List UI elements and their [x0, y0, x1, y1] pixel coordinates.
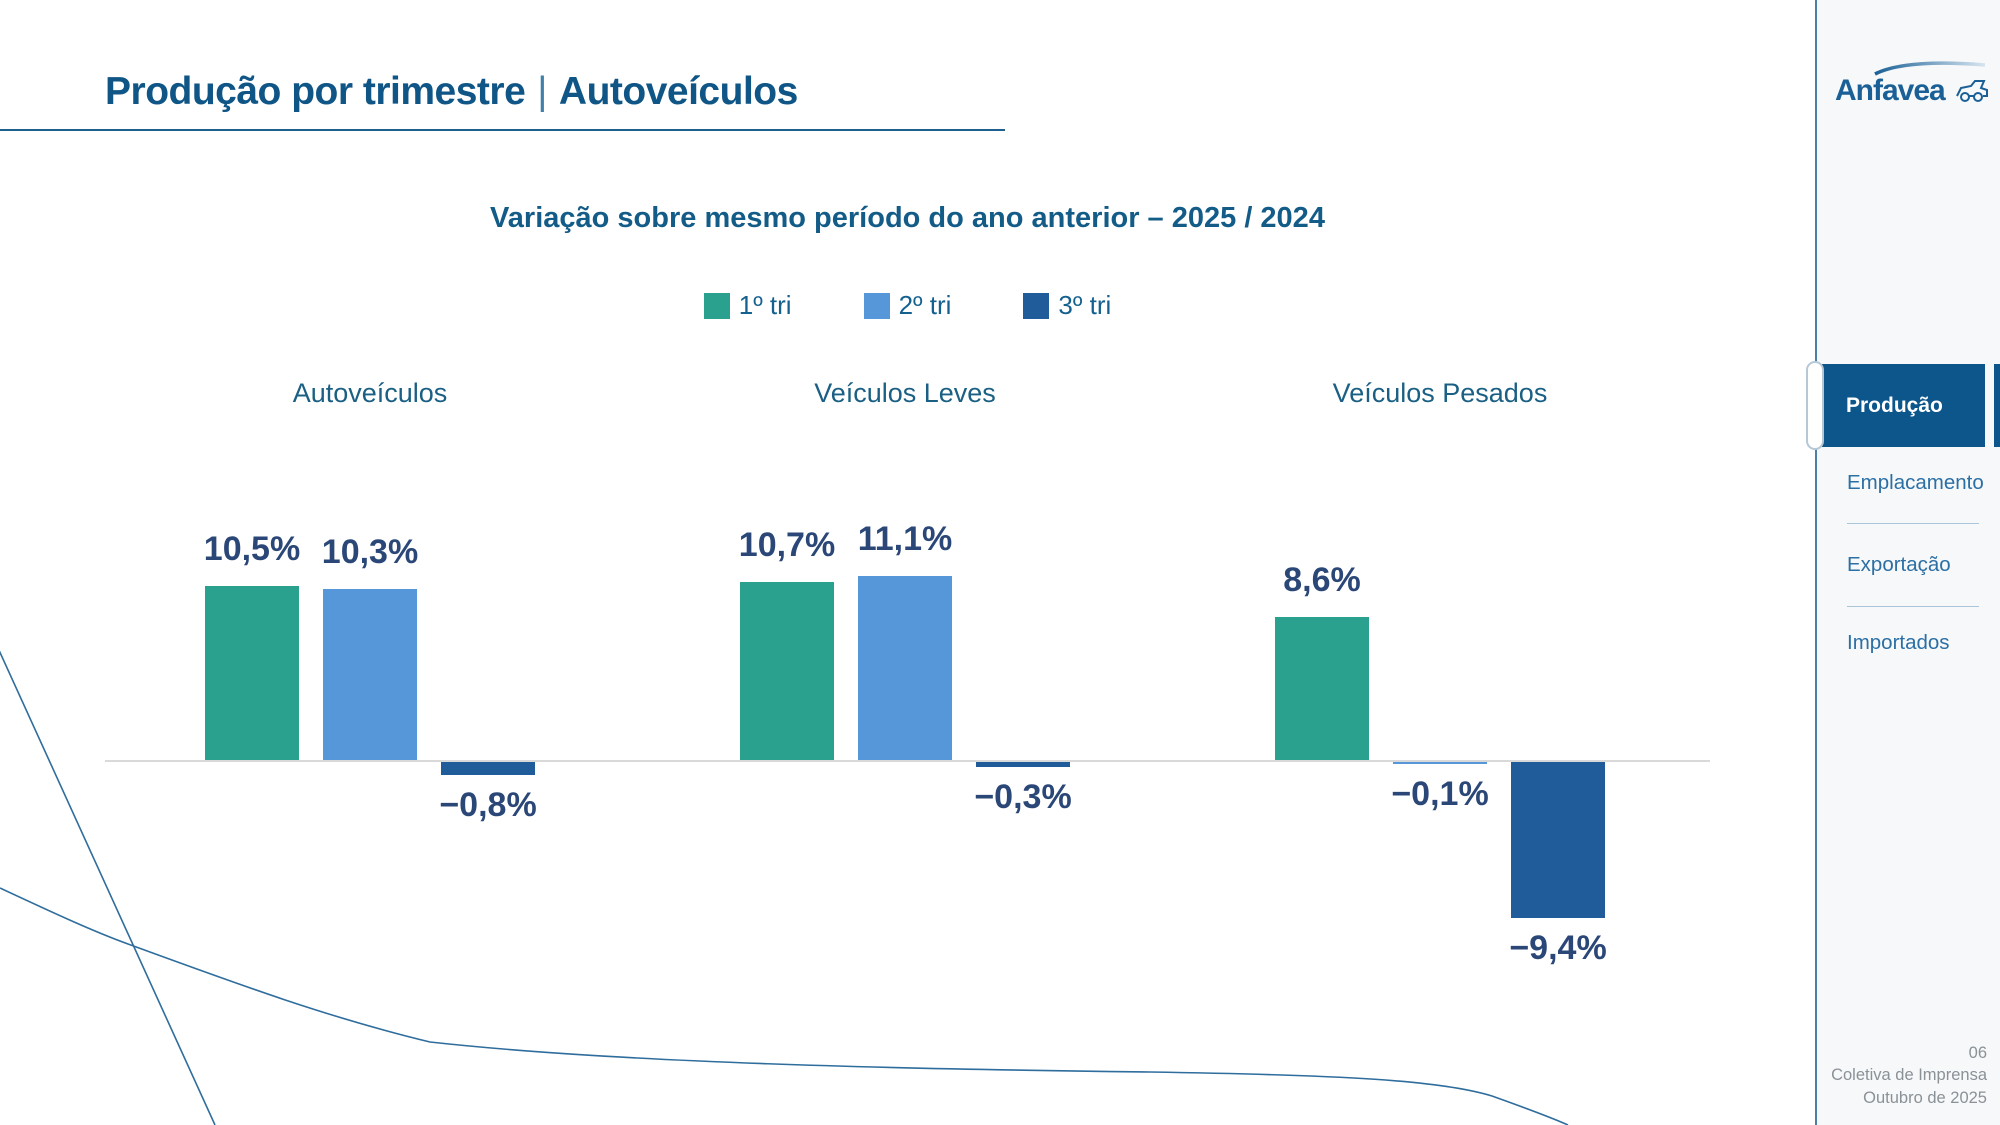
anfavea-logo: Anfavea: [1835, 54, 1990, 110]
sidebar-item-producao[interactable]: Produção: [1822, 364, 1985, 447]
sidebar-divider: [1847, 606, 1979, 607]
footer-date: Outubro de 2025: [1863, 1088, 1987, 1107]
bar-Veículos Pesados-3º tri: [1511, 762, 1605, 919]
bar-Autoveículos-1º tri: [205, 585, 299, 760]
bar-Veículos Pesados-1º tri: [1275, 617, 1369, 760]
sidebar-divider: [1847, 523, 1979, 524]
title-underline: [0, 129, 1005, 131]
chart-title: Variação sobre mesmo período do ano ante…: [490, 202, 1325, 234]
bar-Veículos Leves-2º tri: [858, 575, 952, 760]
bar-Veículos Pesados-2º tri: [1393, 762, 1487, 764]
value-label: 10,3%: [321, 533, 419, 572]
anfavea-vehicle-icon: [1956, 80, 1988, 102]
value-label: 11,1%: [857, 519, 953, 558]
page-title-highlight: Autoveículos: [558, 70, 798, 114]
legend-label: 2º tri: [898, 290, 952, 320]
bar-Veículos Leves-1º tri: [740, 582, 834, 760]
value-label: −0,3%: [974, 777, 1072, 816]
sidebar-item-label: Produção: [1846, 394, 1943, 417]
page-title-separator: |: [537, 70, 547, 114]
footer-event: Coletiva de Imprensa: [1831, 1066, 1987, 1085]
bar-Autoveículos-2º tri: [323, 589, 417, 760]
value-label: 10,5%: [203, 529, 301, 568]
zero-axis-line: [105, 760, 1710, 762]
page-number: 06: [1968, 1044, 1987, 1063]
page-title-main: Produção por trimestre: [105, 70, 526, 114]
logo-text: Anfavea: [1835, 74, 1946, 107]
legend-item-1: 2º tri: [863, 290, 952, 321]
legend-swatch: [1023, 292, 1050, 319]
slide-footer: 06 Coletiva de Imprensa Outubro de 2025: [1831, 1042, 1987, 1109]
sidebar-item-exportacao[interactable]: Exportação: [1847, 552, 1951, 578]
legend-swatch: [703, 292, 730, 319]
sidebar-item-emplacamento[interactable]: Emplacamento: [1847, 470, 1984, 496]
chart-legend: 1º tri 2º tri 3º tri: [105, 290, 1710, 321]
page-title: Produção por trimestre | Autoveículos: [105, 70, 798, 114]
value-label: −9,4%: [1509, 929, 1607, 968]
legend-label: 3º tri: [1058, 290, 1112, 320]
legend-item-0: 1º tri: [703, 290, 792, 321]
legend-label: 1º tri: [738, 290, 792, 320]
active-item-edge-strip: [1994, 364, 2000, 447]
value-label: −0,1%: [1391, 775, 1489, 813]
active-item-pill: [1806, 361, 1824, 450]
logo-swoosh: [1874, 61, 1986, 76]
sidebar-item-label: Emplacamento: [1847, 471, 1984, 494]
bar-Autoveículos-3º tri: [441, 762, 535, 776]
bar-Veículos Leves-3º tri: [976, 762, 1070, 767]
value-label: 8,6%: [1283, 561, 1361, 600]
value-label: 10,7%: [738, 526, 836, 565]
sidebar: Anfavea Produção Emplacamento Exportação…: [1806, 0, 2000, 1125]
group-label-0: Autoveículos: [292, 378, 448, 408]
group-label-1: Veículos Leves: [814, 378, 996, 408]
sidebar-item-label: Importados: [1847, 631, 1950, 654]
sidebar-item-importados[interactable]: Importados: [1847, 630, 1950, 656]
sidebar-item-label: Exportação: [1847, 553, 1951, 576]
anfavea-logo-graphic: Anfavea: [1835, 61, 1988, 107]
value-label: −0,8%: [439, 786, 537, 825]
legend-swatch: [863, 292, 890, 319]
legend-item-2: 3º tri: [1023, 290, 1111, 321]
group-label-2: Veículos Pesados: [1332, 378, 1548, 408]
